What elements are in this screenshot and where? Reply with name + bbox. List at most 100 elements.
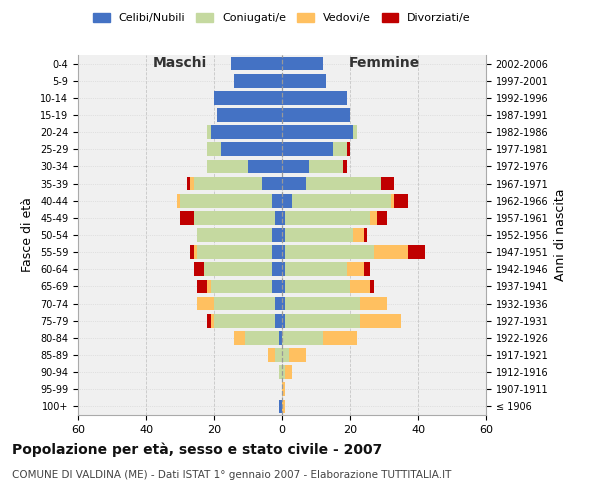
Bar [360,314,401,328]
Bar [207,126,211,139]
Bar [204,262,272,276]
Bar [282,142,333,156]
Bar [370,211,377,224]
Bar [343,160,347,173]
Bar [282,56,323,70]
Bar [282,314,286,328]
Bar [272,228,282,242]
Bar [289,348,306,362]
Bar [286,314,360,328]
Legend: Celibi/Nubili, Coniugati/e, Vedovi/e, Divorziati/e: Celibi/Nubili, Coniugati/e, Vedovi/e, Di… [89,8,475,28]
Bar [309,160,343,173]
Bar [272,262,282,276]
Bar [180,211,194,224]
Bar [380,176,394,190]
Bar [190,246,194,259]
Bar [272,246,282,259]
Bar [360,296,388,310]
Bar [214,91,282,104]
Bar [306,176,380,190]
Bar [377,211,388,224]
Bar [286,280,350,293]
Bar [282,74,326,88]
Bar [286,228,353,242]
Bar [394,194,408,207]
Bar [286,246,374,259]
Bar [214,296,275,310]
Bar [194,246,197,259]
Bar [275,314,282,328]
Bar [211,314,214,328]
Bar [207,160,248,173]
Bar [282,211,286,224]
Bar [197,296,214,310]
Bar [364,262,370,276]
Bar [176,194,180,207]
Bar [286,262,347,276]
Bar [262,176,282,190]
Bar [187,176,190,190]
Bar [278,331,282,344]
Bar [207,142,221,156]
Bar [353,126,357,139]
Bar [391,194,394,207]
Bar [282,194,292,207]
Bar [353,228,364,242]
Bar [275,348,282,362]
Bar [190,176,194,190]
Y-axis label: Fasce di età: Fasce di età [22,198,34,272]
Bar [282,400,286,413]
Text: Popolazione per età, sesso e stato civile - 2007: Popolazione per età, sesso e stato civil… [12,442,382,457]
Bar [275,211,282,224]
Bar [282,262,286,276]
Bar [235,74,282,88]
Bar [292,194,391,207]
Bar [286,296,360,310]
Bar [275,296,282,310]
Bar [235,331,245,344]
Bar [333,142,347,156]
Bar [347,142,350,156]
Bar [282,246,286,259]
Bar [207,314,211,328]
Bar [180,194,272,207]
Text: Maschi: Maschi [153,56,207,70]
Bar [211,280,272,293]
Bar [245,331,278,344]
Bar [282,108,350,122]
Bar [282,331,323,344]
Bar [286,211,370,224]
Bar [370,280,374,293]
Bar [278,366,282,379]
Bar [282,348,289,362]
Bar [221,142,282,156]
Bar [214,314,275,328]
Bar [408,246,425,259]
Bar [282,382,286,396]
Bar [272,194,282,207]
Bar [282,296,286,310]
Bar [374,246,408,259]
Bar [248,160,282,173]
Bar [282,366,286,379]
Bar [282,126,353,139]
Bar [194,262,204,276]
Bar [217,108,282,122]
Bar [282,176,306,190]
Bar [197,280,207,293]
Text: Femmine: Femmine [349,56,419,70]
Bar [197,228,272,242]
Bar [197,246,272,259]
Bar [194,176,262,190]
Bar [272,280,282,293]
Bar [347,262,364,276]
Bar [268,348,275,362]
Bar [282,228,286,242]
Bar [207,280,211,293]
Bar [211,126,282,139]
Bar [282,91,347,104]
Text: COMUNE DI VALDINA (ME) - Dati ISTAT 1° gennaio 2007 - Elaborazione TUTTITALIA.IT: COMUNE DI VALDINA (ME) - Dati ISTAT 1° g… [12,470,451,480]
Bar [194,211,275,224]
Bar [231,56,282,70]
Bar [364,228,367,242]
